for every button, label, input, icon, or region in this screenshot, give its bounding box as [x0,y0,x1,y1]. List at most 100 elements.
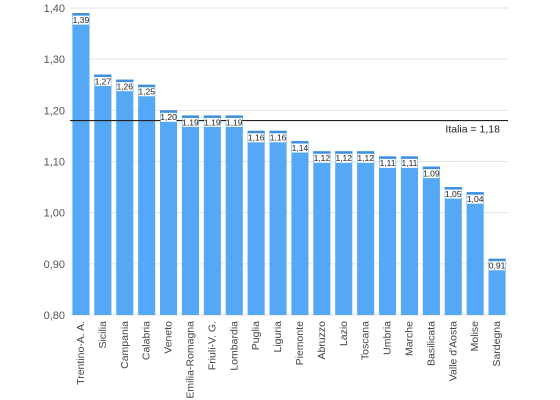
value-label: 1,12 [357,153,374,163]
category-label: Trentino-A. A. [75,321,87,385]
bar-top-edge [313,151,331,154]
value-label: 1,20 [160,112,177,122]
reference-line-label: Italia = 1,18 [445,124,500,136]
bar [203,115,221,315]
bar [335,151,353,315]
bar-top-edge [444,187,462,190]
category-label: Emilia-Romagna [184,321,196,399]
category-label: Campania [119,321,131,369]
category-label: Piemonte [294,321,306,366]
category-label: Sicilia [97,321,109,349]
category-label: Umbria [382,321,394,355]
category-label: Basilicata [425,321,437,366]
category-label: Toscana [360,321,372,360]
bar-top-edge [160,110,178,113]
value-label: 1,27 [95,76,112,86]
value-label-box [116,82,133,92]
y-tick-label: 1,20 [44,105,65,117]
bar-top-edge [225,115,243,118]
value-label: 1,19 [204,117,221,127]
value-label-box [313,153,330,163]
value-label-box [160,112,177,122]
value-label: 1,12 [314,153,331,163]
y-tick-label: 0,90 [44,259,65,271]
bar-top-edge [181,115,199,118]
y-tick-label: 1,30 [44,54,65,66]
category-label: Veneto [163,321,175,354]
value-label-box [445,189,462,199]
value-label-box [489,261,506,271]
bar-top-edge [335,151,353,154]
value-label-box [401,158,418,168]
y-tick-label: 1,10 [44,157,65,169]
bar [72,13,90,315]
bar [291,141,309,315]
bar-top-edge [379,156,397,159]
value-label-box [335,153,352,163]
bar-top-edge [357,151,375,154]
bar [379,156,397,315]
grid-lines [70,7,508,316]
bar-top-edge [203,115,221,118]
category-label: Lazio [338,321,350,346]
bar-top-edge [291,141,309,144]
y-tick-label: 1,40 [44,3,65,15]
bar-top-edge [72,13,90,16]
bar [422,166,440,315]
value-labels: 1,39 1,27 1,26 1,25 1,20 1,19 1,19 1,19 1,16 1,16… [73,15,506,271]
value-label: 0,91 [489,261,506,271]
bar-top-edge [400,156,418,159]
bar [94,74,112,316]
category-label: Puglia [250,321,262,350]
value-label-box [357,153,374,163]
bar-top-edge [247,130,265,134]
value-label-box [182,117,199,127]
bar-top-edge [94,74,112,78]
value-label: 1,11 [401,158,417,168]
value-label-box [138,87,155,97]
bar-top-edge [269,130,287,134]
y-tick-label: 1,00 [44,208,65,220]
value-label: 1,19 [182,117,199,127]
category-label: Liguria [272,321,284,353]
category-label: Molise [469,321,481,352]
bar [247,130,265,315]
bar-top-edge [138,84,156,88]
value-label: 1,39 [73,15,90,25]
value-label-box [204,117,221,127]
bar-top-edge [488,258,506,262]
value-label: 1,14 [292,143,309,153]
value-label-box [379,158,396,168]
bar [444,187,462,315]
category-label: Valle d'Aosta [447,321,459,381]
bar [466,192,484,315]
bar [400,156,418,315]
bar [116,79,134,315]
value-label: 1,26 [116,81,133,91]
value-label: 1,04 [467,194,484,204]
value-label-box [72,15,89,25]
value-label: 1,09 [423,168,440,178]
value-label: 1,16 [270,133,287,143]
category-label: Marche [403,321,415,356]
value-label-box [270,133,287,143]
bar [160,110,178,315]
value-label-box [226,117,243,127]
value-label-box [423,169,440,179]
value-label: 1,05 [445,189,462,199]
reference-line-group: Italia = 1,18 [70,119,508,136]
category-label: Sardegna [491,321,503,367]
value-label-box [94,77,111,87]
bar [488,258,506,315]
category-label: Lombardia [228,321,240,371]
y-tick-label: 0,80 [44,310,65,322]
bar [313,151,331,315]
bar [357,151,375,315]
value-label: 1,25 [138,87,155,97]
category-label: Abruzzo [316,321,328,360]
value-label: 1,11 [380,158,396,168]
value-label-box [291,143,308,153]
bar [225,115,243,315]
category-label: Calabria [141,321,153,360]
